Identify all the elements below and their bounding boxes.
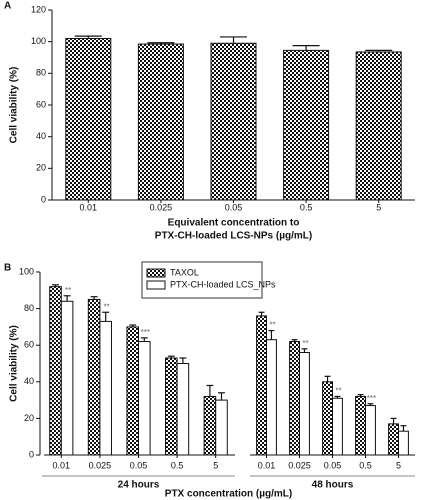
bar (283, 49, 330, 201)
bar (99, 320, 112, 456)
legend-box (141, 261, 263, 299)
x-tick-label: 0.05 (324, 460, 342, 470)
bar (322, 381, 334, 456)
y-tick-label: 40 (36, 131, 46, 141)
y-tick-label: 20 (36, 163, 46, 173)
bar (210, 42, 257, 201)
y-axis-label: Cell viability (%) (9, 67, 20, 144)
x-tick-label: 0.01 (258, 460, 276, 470)
significance: ** (65, 286, 71, 295)
y-tick-label: 60 (36, 99, 46, 109)
bar (126, 326, 139, 456)
bar (60, 300, 74, 456)
bar (299, 352, 310, 456)
y-tick-label: 40 (24, 376, 34, 386)
bar (137, 43, 184, 201)
bar (203, 395, 217, 456)
legend-label: PTX-CH-loaded LCS_NPs (170, 279, 276, 289)
significance: ** (104, 302, 110, 311)
x-tick-label: 0.01 (80, 202, 98, 212)
bar (398, 430, 409, 456)
bar (176, 363, 190, 456)
panel-label: B (4, 263, 11, 274)
x-tick-label: 0.5 (359, 460, 372, 470)
bar (65, 38, 112, 201)
significance: *** (141, 328, 150, 337)
bar (138, 341, 151, 456)
x-tick-label: 5 (376, 202, 381, 212)
bar (388, 423, 400, 456)
x-tick-label: 0.05 (130, 460, 148, 470)
group-label: 48 hours (312, 480, 354, 491)
bar (355, 51, 402, 201)
x-axis-label: Equivalent concentration to (168, 218, 300, 229)
y-tick-label: 20 (24, 413, 34, 423)
y-tick-label: 80 (36, 68, 46, 78)
significance: *** (367, 394, 376, 403)
x-tick-label: 0.5 (171, 460, 184, 470)
bar (49, 286, 62, 456)
x-tick-label: 5 (396, 460, 401, 470)
y-tick-label: 60 (24, 340, 34, 350)
y-tick-label: 120 (31, 4, 46, 14)
legend-swatch (146, 268, 166, 278)
y-tick-label: 0 (29, 449, 34, 459)
y-axis-label: Cell viability (%) (9, 325, 20, 402)
bar (365, 405, 376, 456)
y-tick-label: 100 (19, 266, 34, 276)
x-tick-label: 0.01 (53, 460, 71, 470)
significance: ** (302, 339, 308, 348)
x-tick-label: 0.025 (150, 202, 173, 212)
bar (332, 397, 343, 456)
x-tick-label: 0.025 (89, 460, 112, 470)
x-axis-label: PTX concentration (µg/mL) (165, 489, 292, 500)
bar (87, 298, 101, 456)
y-tick-label: 0 (41, 194, 46, 204)
x-tick-label: 0.5 (300, 202, 313, 212)
bar (266, 339, 277, 456)
bar (256, 315, 268, 456)
x-tick-label: 0.05 (225, 202, 243, 212)
group-label: 24 hours (118, 480, 160, 491)
x-tick-label: 0.025 (288, 460, 311, 470)
legend-swatch (146, 280, 166, 290)
significance: ** (269, 321, 275, 330)
bar (165, 357, 178, 456)
significance: ** (335, 387, 341, 396)
bar (289, 341, 301, 456)
bar (215, 399, 228, 456)
x-tick-label: 5 (213, 460, 218, 470)
x-axis-label: PTX-CH-loaded LCS-NPs (µg/mL) (155, 231, 312, 242)
panel-label: A (4, 1, 11, 12)
y-tick-label: 80 (24, 303, 34, 313)
y-tick-label: 100 (31, 36, 46, 46)
legend-label: TAXOL (170, 267, 199, 277)
bar (355, 395, 367, 456)
